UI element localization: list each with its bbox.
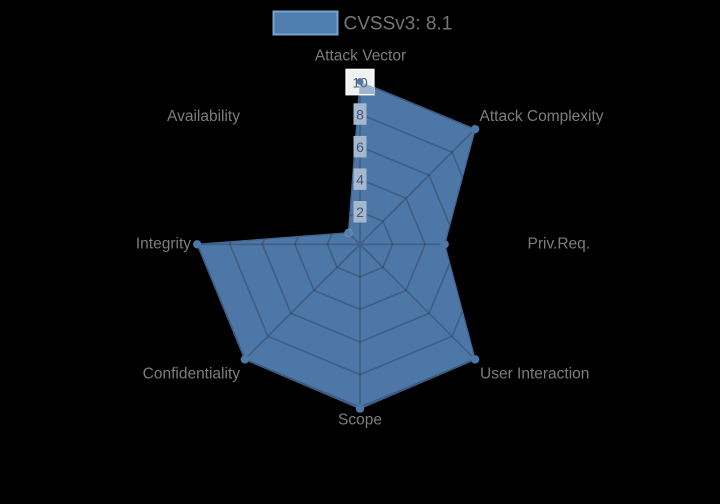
svg-text:Attack Vector: Attack Vector — [315, 48, 406, 65]
svg-text:Priv.Req.: Priv.Req. — [528, 236, 591, 253]
svg-text:Availability: Availability — [167, 108, 240, 125]
svg-text:User Interaction: User Interaction — [480, 366, 589, 383]
svg-text:Confidentiality: Confidentiality — [143, 366, 241, 383]
svg-text:6: 6 — [356, 139, 364, 155]
svg-text:8: 8 — [356, 106, 364, 122]
svg-text:2: 2 — [356, 204, 364, 220]
svg-text:Attack Complexity: Attack Complexity — [480, 108, 604, 125]
svg-text:Scope: Scope — [338, 412, 382, 429]
svg-text:Integrity: Integrity — [136, 236, 191, 253]
svg-text:CVSSv3: 8.1: CVSSv3: 8.1 — [344, 14, 453, 35]
svg-text:4: 4 — [356, 171, 364, 187]
